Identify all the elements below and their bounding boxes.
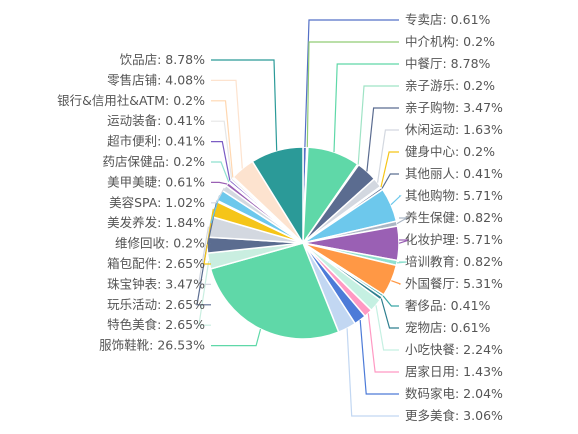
leader-line-28 [211,161,230,183]
leader-line-4 [366,107,399,172]
slice-label-12: 外国餐厅: 5.31% [405,276,503,291]
slice-label-15: 小吃快餐: 2.24% [405,342,503,357]
pie-slice-19[interactable] [209,242,340,340]
slice-label-23: 箱包配件: 2.65% [107,256,205,271]
pie-slice-33[interactable] [251,146,304,246]
slice-label-32: 零售店铺: 4.08% [107,72,205,87]
leader-line-30 [211,120,233,179]
leader-line-3 [357,85,399,165]
slice-label-7: 其他丽人: 0.41% [405,166,503,181]
slice-label-21: 玩乐活动: 2.65% [107,297,205,312]
leader-line-16 [367,313,399,373]
leader-line-23 [203,208,214,265]
label-leader-lines [196,19,410,417]
slice-label-24: 维修回收: 0.2% [115,236,205,251]
leader-line-14 [380,298,399,329]
leader-line-19 [211,328,262,347]
leader-line-9 [396,217,410,225]
leader-line-11 [396,261,407,264]
leader-line-7 [381,173,399,189]
slice-label-13: 奢侈品: 0.41% [405,298,491,313]
leader-line-13 [382,295,399,307]
slice-label-11: 培训教育: 0.82% [405,254,503,269]
leader-line-18 [346,328,399,417]
slice-label-8: 其他购物: 5.71% [405,188,503,203]
slice-label-10: 化妆护理: 5.71% [405,232,503,247]
slice-label-25: 美发养发: 1.84% [107,215,205,230]
leader-line-21 [196,245,211,306]
leader-line-8 [390,195,402,206]
leader-line-20 [198,261,211,326]
leader-line-22 [197,226,211,285]
slice-label-19: 服饰鞋靴: 26.53% [99,338,205,353]
slice-labels: 专卖店: 0.61% 中介机构: 0.2% 中餐厅: 8.78% 亲子游乐: 0.2%… [57,12,503,423]
leader-line-26 [211,187,225,204]
slice-label-2: 中餐厅: 8.78% [405,56,491,71]
slice-label-0: 专卖店: 0.61% [405,12,491,27]
leader-line-5 [377,129,399,183]
slice-label-20: 特色美食: 2.65% [107,317,205,332]
leader-line-32 [211,79,243,169]
slice-label-30: 运动装备: 0.41% [107,113,205,128]
slice-label-18: 更多美食: 3.06% [405,408,503,423]
slice-label-6: 健身中心: 0.2% [405,144,495,159]
slice-label-16: 居家日用: 1.43% [405,364,503,379]
leader-line-10 [398,239,410,244]
leader-line-29 [211,141,231,181]
slice-label-27: 美甲美睫: 0.61% [107,174,205,189]
leader-line-15 [375,305,399,351]
slice-label-26: 美容SPA: 1.02% [109,195,205,210]
leader-line-31 [211,100,234,178]
slice-label-29: 超市便利: 0.41% [107,134,205,149]
slice-label-14: 宠物店: 0.61% [405,320,491,335]
slice-label-5: 休闲运动: 1.63% [405,122,503,137]
slice-label-3: 亲子游乐: 0.2% [405,78,495,93]
slice-label-1: 中介机构: 0.2% [405,34,495,49]
slice-label-31: 银行&信用社&ATM: 0.2% [57,93,205,108]
slice-label-28: 药店保健品: 0.2% [103,154,206,169]
pie-slices [206,146,400,340]
leader-line-17 [359,320,399,395]
slice-label-17: 数码家电: 2.04% [405,386,503,401]
leader-line-1 [306,41,399,148]
leader-line-27 [211,181,228,185]
leader-line-2 [333,63,399,153]
slice-label-4: 亲子购物: 3.47% [405,100,503,115]
leader-line-0 [304,19,399,148]
slice-label-9: 养生保健: 0.82% [405,210,503,225]
slice-label-33: 饮品店: 8.78% [120,52,206,67]
slice-label-22: 珠宝钟表: 3.47% [107,276,205,291]
leader-line-6 [380,151,399,188]
leader-line-12 [391,280,401,285]
leader-line-33 [211,59,278,151]
